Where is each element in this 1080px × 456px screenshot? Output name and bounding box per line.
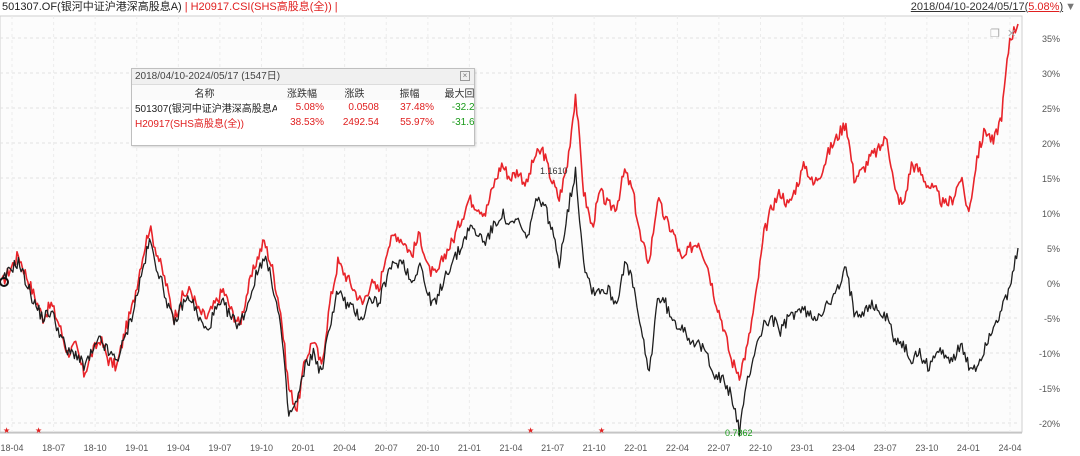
col-max-drawdown[interactable]: 最大回撤 [437, 85, 474, 100]
range-change-value: 5.08% [1028, 1, 1060, 13]
x-tick-label: 21-07 [541, 443, 564, 453]
x-tick-label: 24-01 [957, 443, 980, 453]
row-change: 2492.54 [342, 117, 379, 128]
stats-row-index[interactable]: H20917(SHS高股息(全)) 38.53% 2492.54 55.97% … [132, 115, 475, 130]
index-series-label[interactable]: H20917.CSI(SHS高股息(全)) [190, 1, 332, 13]
header-close-bar: | [334, 1, 338, 13]
col-name[interactable]: 名称 [132, 85, 277, 100]
x-tick-label: 19-04 [167, 443, 190, 453]
x-tick-label: 18-04 [0, 443, 23, 453]
high-point-label: 1.1610 [540, 166, 568, 176]
x-tick-label: 22-10 [749, 443, 772, 453]
dropdown-icon[interactable]: ▼ [1065, 1, 1076, 13]
row-change-pct: 38.53% [290, 117, 324, 128]
row-name: H20917(SHS高股息(全)) [135, 119, 244, 130]
close-icon[interactable]: ✕ [1006, 28, 1017, 40]
x-tick-label: 19-07 [208, 443, 231, 453]
stats-panel: 2018/04/10-2024/05/17 (1547日) × 名称 涨跌幅 涨… [131, 68, 475, 146]
stats-panel-close-icon[interactable]: × [460, 71, 470, 81]
y-tick-label: -5% [1044, 314, 1060, 324]
label-separator: | [184, 1, 188, 13]
annotations: 1.1610 0.7862 ★ ★ ★ ★ [3, 166, 753, 438]
x-tick-label: 21-10 [583, 443, 606, 453]
row-change-pct: 5.08% [295, 102, 324, 113]
col-change[interactable]: 涨跌 [327, 85, 382, 100]
series-labels: 501307.OF(银河中证沪港深高股息A) | H20917.CSI(SHS高股息… [2, 0, 341, 14]
row-amplitude: 37.48% [400, 102, 434, 113]
y-tick-label: 10% [1042, 209, 1060, 219]
y-tick-label: -20% [1039, 419, 1060, 429]
col-change-pct[interactable]: 涨跌幅 [277, 85, 327, 100]
x-tick-label: 23-07 [874, 443, 897, 453]
y-axis: 35% 30% 25% 20% 15% 10% 5% 0% -5% -10% -15% -20% [1039, 34, 1060, 429]
y-tick-label: 0% [1047, 279, 1060, 289]
x-tick-label: 18-07 [42, 443, 65, 453]
x-tick-label: 23-10 [915, 443, 938, 453]
low-point-label: 0.7862 [725, 428, 753, 438]
y-tick-label: 35% [1042, 34, 1060, 44]
event-marker-icon[interactable]: ★ [3, 426, 10, 435]
x-axis: 18-04 18-07 18-10 19-01 19-04 19-07 19-10 20-01… [0, 432, 1022, 453]
range-prefix: 2018/04/10-2024/05/17( [910, 1, 1029, 13]
fund-series-line [1, 166, 1019, 437]
start-marker [0, 277, 9, 287]
x-tick-label: 18-10 [84, 443, 107, 453]
stats-row-fund[interactable]: 501307(银河中证沪港深高股息A) 5.08% 0.0508 37.48% … [132, 100, 475, 115]
event-marker-icon[interactable]: ★ [598, 426, 605, 435]
x-tick-label: 22-04 [666, 443, 689, 453]
row-amplitude: 55.97% [400, 117, 434, 128]
event-marker-icon[interactable]: ★ [527, 426, 534, 435]
stats-panel-title: 2018/04/10-2024/05/17 (1547日) × [132, 69, 474, 85]
stats-panel-title-text: 2018/04/10-2024/05/17 (1547日) [135, 71, 281, 82]
range-suffix: ) [1059, 1, 1064, 13]
stats-header-row: 名称 涨跌幅 涨跌 振幅 最大回撤 [132, 85, 474, 100]
y-tick-label: 5% [1047, 244, 1060, 254]
x-tick-label: 19-01 [125, 443, 148, 453]
y-tick-label: -10% [1039, 349, 1060, 359]
x-tick-label: 20-07 [375, 443, 398, 453]
x-tick-label: 23-04 [832, 443, 855, 453]
x-tick-label: 22-01 [624, 443, 647, 453]
series-group [1, 23, 1019, 437]
restore-icon[interactable]: ❐ [990, 28, 1000, 40]
range-summary: 2018/04/10-2024/05/17(5.08%) ▼ [911, 0, 1076, 14]
x-tick-label: 24-04 [998, 443, 1021, 453]
plot-area [0, 15, 1023, 433]
x-tick-label: 21-04 [499, 443, 522, 453]
x-tick-label: 23-01 [791, 443, 814, 453]
event-marker-icon[interactable]: ★ [35, 426, 42, 435]
row-max-drawdown: -32.28% [451, 102, 475, 113]
x-tick-label: 19-10 [250, 443, 273, 453]
x-tick-label: 20-10 [416, 443, 439, 453]
x-tick-label: 21-01 [458, 443, 481, 453]
y-tick-label: 30% [1042, 69, 1060, 79]
stats-table: 名称 涨跌幅 涨跌 振幅 最大回撤 501307(银河中证沪港深高股息A) 5.… [132, 85, 475, 130]
row-name: 501307(银河中证沪港深高股息A) [135, 104, 277, 115]
y-tick-label: 20% [1042, 139, 1060, 149]
y-tick-label: 25% [1042, 104, 1060, 114]
fund-series-label[interactable]: 501307.OF(银河中证沪港深高股息A) [2, 1, 182, 13]
chart-header: 501307.OF(银河中证沪港深高股息A) | H20917.CSI(SHS高股息… [0, 0, 1080, 15]
window-controls: ❐ ✕ [990, 27, 1016, 40]
x-tick-label: 22-07 [707, 443, 730, 453]
y-tick-label: 15% [1042, 174, 1060, 184]
x-tick-label: 20-04 [333, 443, 356, 453]
col-amplitude[interactable]: 振幅 [382, 85, 437, 100]
x-tick-label: 20-01 [292, 443, 315, 453]
y-tick-label: -15% [1039, 384, 1060, 394]
row-max-drawdown: -31.61% [451, 117, 475, 128]
row-change: 0.0508 [348, 102, 379, 113]
